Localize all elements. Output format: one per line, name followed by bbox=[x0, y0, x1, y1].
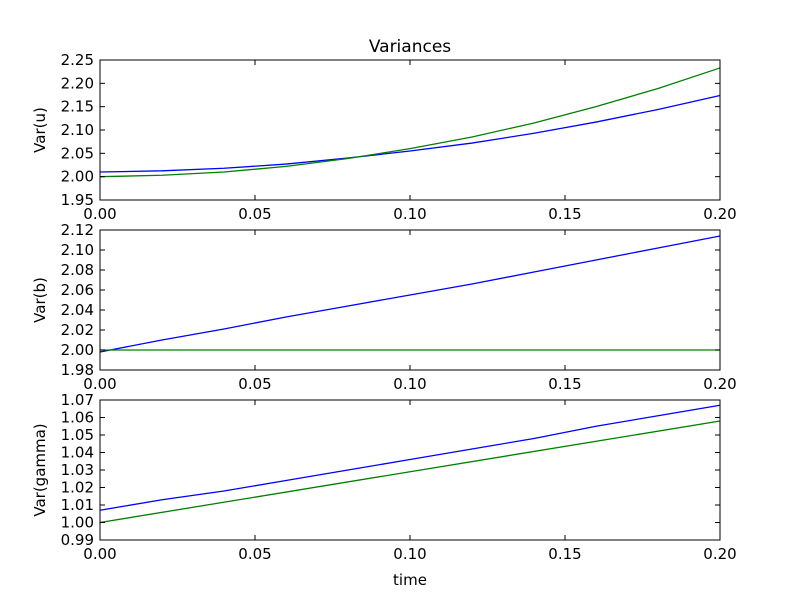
axes-frame bbox=[99, 229, 721, 371]
y-tick-label: 1.98 bbox=[61, 361, 94, 379]
x-tick-label: 0.10 bbox=[393, 545, 426, 563]
series-line-2 bbox=[99, 67, 721, 178]
subplot-2: 0.00 0.05 0.10 0.15 0.20 1.98 2.00 2.02 2.04 2.06… bbox=[31, 221, 737, 393]
y-tick-label: 1.01 bbox=[61, 496, 94, 514]
y-axis-label: Var(b) bbox=[31, 277, 49, 323]
y-tick-label: 2.10 bbox=[61, 121, 94, 139]
x-tick-label: 0.05 bbox=[238, 545, 271, 563]
x-tick-label: 0.15 bbox=[548, 375, 581, 393]
y-tick-label: 2.08 bbox=[61, 261, 94, 279]
subplot-3: 0.00 0.05 0.10 0.15 0.20 0.991.001.011.021.03… bbox=[31, 391, 737, 563]
axes-frame bbox=[99, 59, 721, 201]
y-tick-label: 1.07 bbox=[61, 391, 94, 409]
x-tick-label: 0.05 bbox=[238, 205, 271, 223]
x-tick-label: 0.00 bbox=[83, 545, 116, 563]
x-axis-label: time bbox=[393, 571, 427, 589]
y-tick-label: 2.05 bbox=[61, 144, 94, 162]
series-line-2 bbox=[99, 420, 721, 524]
series-line-1 bbox=[99, 94, 721, 173]
x-tick-label: 0.20 bbox=[703, 205, 736, 223]
y-tick-label: 2.20 bbox=[61, 74, 94, 92]
series-line-1 bbox=[99, 404, 721, 511]
y-axis-label: Var(gamma) bbox=[31, 423, 49, 516]
y-tick-label: 1.95 bbox=[61, 191, 94, 209]
y-tick-label: 2.00 bbox=[61, 168, 94, 186]
x-tick-label: 0.20 bbox=[703, 375, 736, 393]
subplot-1: 0.00 0.05 0.10 0.15 0.20 1.95 2.00 2.05 2.10 2.15… bbox=[31, 51, 737, 223]
y-axis-label: Var(u) bbox=[31, 107, 49, 153]
x-tick-label: 0.00 bbox=[83, 205, 116, 223]
y-tick-label: 1.00 bbox=[61, 514, 94, 532]
y-tick-label: 2.06 bbox=[61, 281, 94, 299]
x-tick-label: 0.10 bbox=[393, 375, 426, 393]
y-tick-label: 2.12 bbox=[61, 221, 94, 239]
y-tick-label: 2.00 bbox=[61, 341, 94, 359]
y-tick-label: 1.03 bbox=[61, 461, 94, 479]
subplot-panels: 0.00 0.05 0.10 0.15 0.20 1.95 2.00 2.05 2.10 2.15… bbox=[31, 51, 737, 563]
series-line-1 bbox=[99, 235, 721, 353]
x-tick-label: 0.00 bbox=[83, 375, 116, 393]
y-tick-label: 1.02 bbox=[61, 479, 94, 497]
y-tick-label: 1.06 bbox=[61, 409, 94, 427]
figure-title: Variances bbox=[369, 37, 451, 57]
y-tick-label: 1.05 bbox=[61, 426, 94, 444]
y-tick-label: 1.04 bbox=[61, 444, 94, 462]
y-tick-label: 2.15 bbox=[61, 98, 94, 116]
y-tick-label: 2.02 bbox=[61, 321, 94, 339]
x-tick-label: 0.15 bbox=[548, 545, 581, 563]
x-tick-label: 0.10 bbox=[393, 205, 426, 223]
x-tick-label: 0.20 bbox=[703, 545, 736, 563]
y-tick-label: 2.25 bbox=[61, 51, 94, 69]
x-tick-label: 0.15 bbox=[548, 205, 581, 223]
y-tick-label: 2.10 bbox=[61, 241, 94, 259]
y-tick-label: 2.04 bbox=[61, 301, 94, 319]
x-tick-label: 0.05 bbox=[238, 375, 271, 393]
y-tick-label: 0.99 bbox=[61, 531, 94, 549]
